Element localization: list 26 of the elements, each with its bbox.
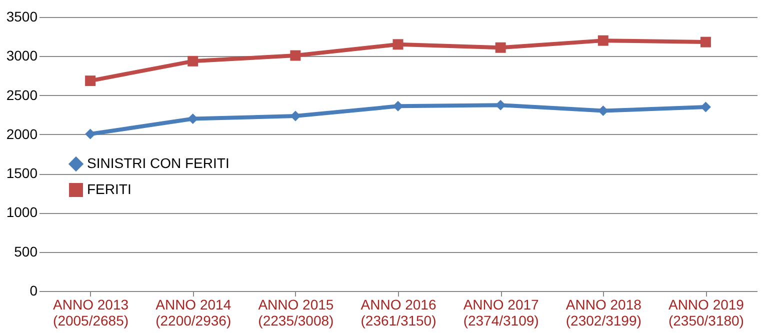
y-tick-label: 3500 bbox=[6, 8, 38, 24]
x-tick-label: ANNO 2019 (2350/3180) bbox=[668, 296, 744, 328]
point bbox=[85, 128, 96, 140]
legend-label: FERITI bbox=[87, 181, 132, 197]
point bbox=[598, 35, 608, 46]
y-tick-label: 1500 bbox=[6, 165, 38, 182]
x-tick-label: ANNO 2014 (2200/2936) bbox=[156, 296, 232, 328]
x-tick-label: ANNO 2018 (2302/3199) bbox=[566, 296, 642, 328]
x-tick-label: ANNO 2016 (2361/3150) bbox=[360, 296, 436, 328]
point bbox=[495, 42, 506, 53]
x-tick-label: ANNO 2013 (2005/2685) bbox=[53, 296, 129, 328]
y-tick-label: 2500 bbox=[6, 86, 38, 103]
y-tick-label: 2000 bbox=[6, 126, 38, 142]
y-tick-label: 3000 bbox=[6, 48, 38, 64]
y-tick-label: 1000 bbox=[6, 204, 38, 220]
point bbox=[85, 76, 96, 86]
point bbox=[392, 39, 404, 50]
point bbox=[188, 56, 198, 66]
y-tick-label: 0 bbox=[30, 282, 38, 298]
legend-label: SINISTRI CON FERITI bbox=[87, 155, 230, 171]
point bbox=[700, 36, 711, 48]
y-tick-label: 500 bbox=[14, 243, 38, 260]
x-tick-label: ANNO 2015 (2235/3008) bbox=[258, 296, 334, 328]
point bbox=[290, 110, 301, 122]
x-tick-label: ANNO 2017 (2374/3109) bbox=[463, 296, 540, 328]
point bbox=[290, 50, 301, 61]
